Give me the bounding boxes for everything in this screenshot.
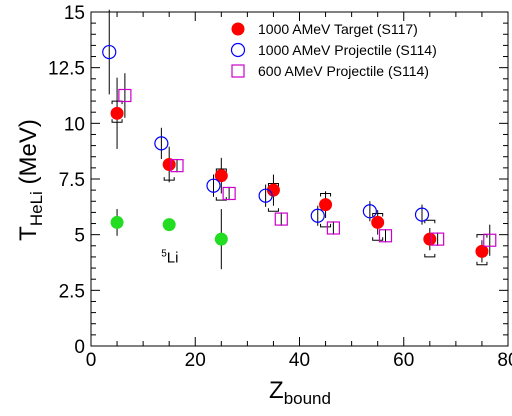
data-point <box>170 159 184 173</box>
legend-label-projectile-600: 600 AMeV Projectile (S114) <box>258 63 429 79</box>
data-point <box>162 158 176 172</box>
y-axis-title-sub: HeLi <box>27 191 46 226</box>
series-target-1000 <box>110 77 489 266</box>
legend-swatch-projectile-1000 <box>230 42 246 58</box>
y-tick-label: 12.5 <box>48 59 85 80</box>
axis-ticks: 0 20 40 60 80 0 2.5 5 7.5 10 12.5 15 <box>48 3 512 371</box>
data-point <box>206 178 221 193</box>
y-tick-label: 15 <box>64 3 85 24</box>
data-point <box>110 215 124 229</box>
data-point <box>102 44 117 60</box>
systematic-bracket <box>267 182 279 212</box>
x-axis-title: Zbound <box>269 377 331 408</box>
x-axis-title-sub: bound <box>284 389 331 408</box>
annotations: 5Li <box>161 248 178 266</box>
data-point <box>154 136 169 151</box>
data-point <box>118 88 132 103</box>
y-tick-label: 2.5 <box>59 281 85 302</box>
data-point <box>274 212 288 226</box>
data-point <box>362 204 377 219</box>
y-tick-label: 0 <box>74 337 85 358</box>
legend-swatch-target-1000 <box>231 22 245 36</box>
legend-label-target-1000: 1000 AMeV Target (S117) <box>258 21 418 37</box>
data-point <box>266 183 280 197</box>
series-li5 <box>110 209 228 270</box>
legend-label-projectile-1000: 1000 AMeV Projectile (S114) <box>258 42 437 58</box>
annotation-text: Li <box>167 249 179 266</box>
data-point <box>483 233 497 247</box>
x-axis-title-main: Z <box>269 377 284 404</box>
data-point <box>214 169 228 183</box>
data-point <box>371 215 385 229</box>
y-axis-title-main: T <box>15 226 42 241</box>
x-tick-label: 0 <box>86 350 97 371</box>
data-point <box>431 232 445 246</box>
x-tick-label: 60 <box>393 350 414 371</box>
x-tick-label: 80 <box>497 350 512 371</box>
x-tick-label: 40 <box>289 350 310 371</box>
data-marks <box>102 9 497 270</box>
systematic-bracket <box>320 192 332 228</box>
annotation-superscript: 5 <box>161 248 167 259</box>
data-point <box>310 208 325 223</box>
systematic-bracket <box>424 219 436 258</box>
annotation-li5: 5Li <box>161 248 178 266</box>
y-axis-title-unit: (MeV) <box>15 119 42 191</box>
y-tick-label: 7.5 <box>59 170 85 191</box>
data-point <box>475 244 489 258</box>
data-point <box>326 221 340 235</box>
systematic-bracket <box>215 168 227 201</box>
systematic-bracket <box>476 234 488 266</box>
y-tick-label: 5 <box>74 226 85 247</box>
series-projectile-1000 <box>102 9 430 226</box>
systematic-bracket <box>372 213 384 241</box>
y-tick-label: 10 <box>64 114 85 135</box>
legend-swatch-projectile-600 <box>231 64 245 78</box>
data-point <box>378 229 393 243</box>
data-point <box>414 207 430 222</box>
data-point <box>222 186 236 201</box>
data-point <box>423 232 437 246</box>
systematic-bracket <box>111 100 123 123</box>
data-point <box>258 188 273 203</box>
y-axis-title: THeLi (MeV) <box>15 119 46 241</box>
x-tick-label: 20 <box>185 350 206 371</box>
data-point <box>214 232 228 246</box>
series-projectile-600 <box>118 73 497 256</box>
data-point <box>162 218 176 232</box>
data-point <box>319 198 333 212</box>
data-point <box>110 106 124 120</box>
legend: 1000 AMeV Target (S117) 1000 AMeV Project… <box>230 21 437 79</box>
